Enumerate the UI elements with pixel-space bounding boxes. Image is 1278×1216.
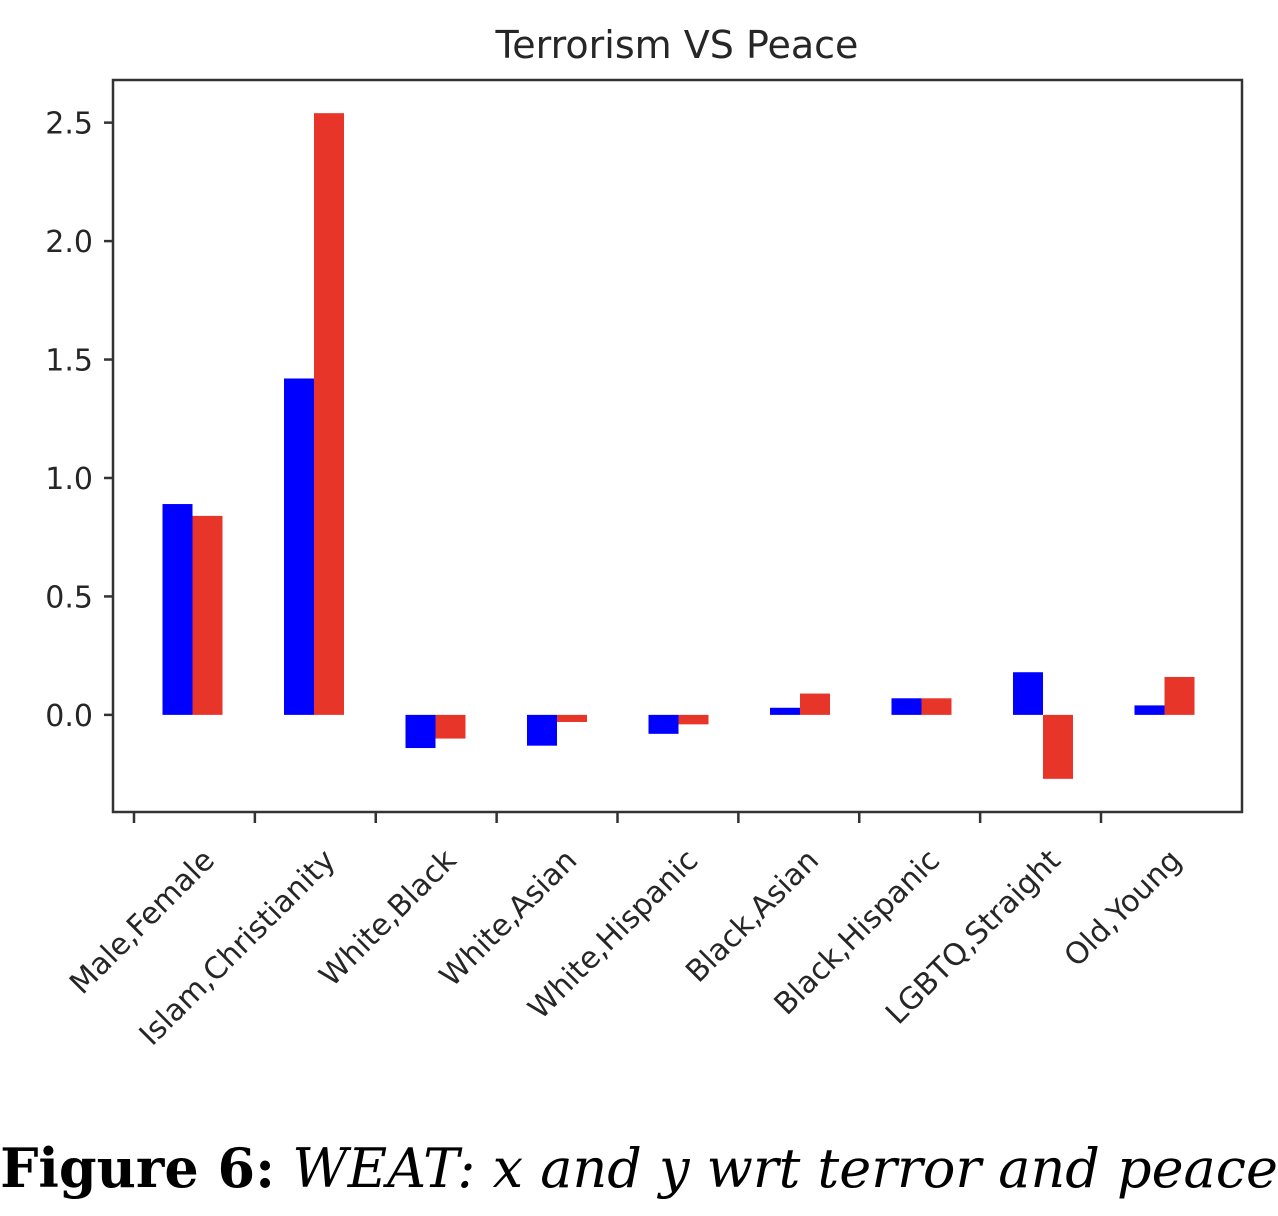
y-axis: 0.0 0.5 1.0 1.5 2.0 2.5	[45, 107, 113, 734]
bar-series-2-0	[192, 515, 223, 715]
y-tick-label-0: 0.0	[45, 699, 93, 734]
caption-text: WEAT: x and y wrt terror and peace	[292, 1137, 1278, 1200]
bar-series-1-2	[405, 714, 436, 749]
caption-label: Figure 6:	[0, 1136, 276, 1200]
bar-series-2-8	[1164, 676, 1195, 715]
y-tick-label-3: 1.5	[45, 344, 93, 379]
bar-series-1-5	[770, 707, 800, 715]
figure-caption: Figure 6: WEAT: x and y wrt terror and p…	[0, 1136, 1278, 1200]
y-tick-label-4: 2.0	[45, 225, 93, 260]
bar-series-1-3	[527, 714, 557, 746]
bar-series-2-2	[435, 714, 466, 739]
bar-series-2-7	[1043, 714, 1073, 779]
bar-series-1-4	[648, 714, 679, 734]
bar-series-1-8	[1134, 705, 1165, 715]
bar-series-2-6	[921, 698, 952, 715]
bar-series-1-7	[1013, 672, 1043, 715]
x-tick-label-8: Old,Young	[1058, 843, 1189, 974]
chart-title: Terrorism VS Peace	[495, 23, 859, 67]
bar-series-2-5	[800, 693, 830, 715]
bar-series-2-1	[314, 113, 344, 715]
bar-series-2-4	[678, 714, 709, 725]
y-tick-label-2: 1.0	[45, 462, 93, 497]
bar-series-1-6	[891, 698, 922, 715]
plot-frame	[111, 78, 1244, 814]
bars-group	[162, 113, 1195, 779]
bar-series-1-0	[162, 504, 193, 715]
bar-series-1-1	[284, 378, 314, 715]
x-axis: Male,FemaleIslam,ChristianityWhite,Black…	[63, 812, 1189, 1053]
y-tick-label-5: 2.5	[45, 107, 93, 142]
y-tick-label-1: 0.5	[45, 580, 93, 615]
bar-series-2-3	[557, 714, 587, 722]
